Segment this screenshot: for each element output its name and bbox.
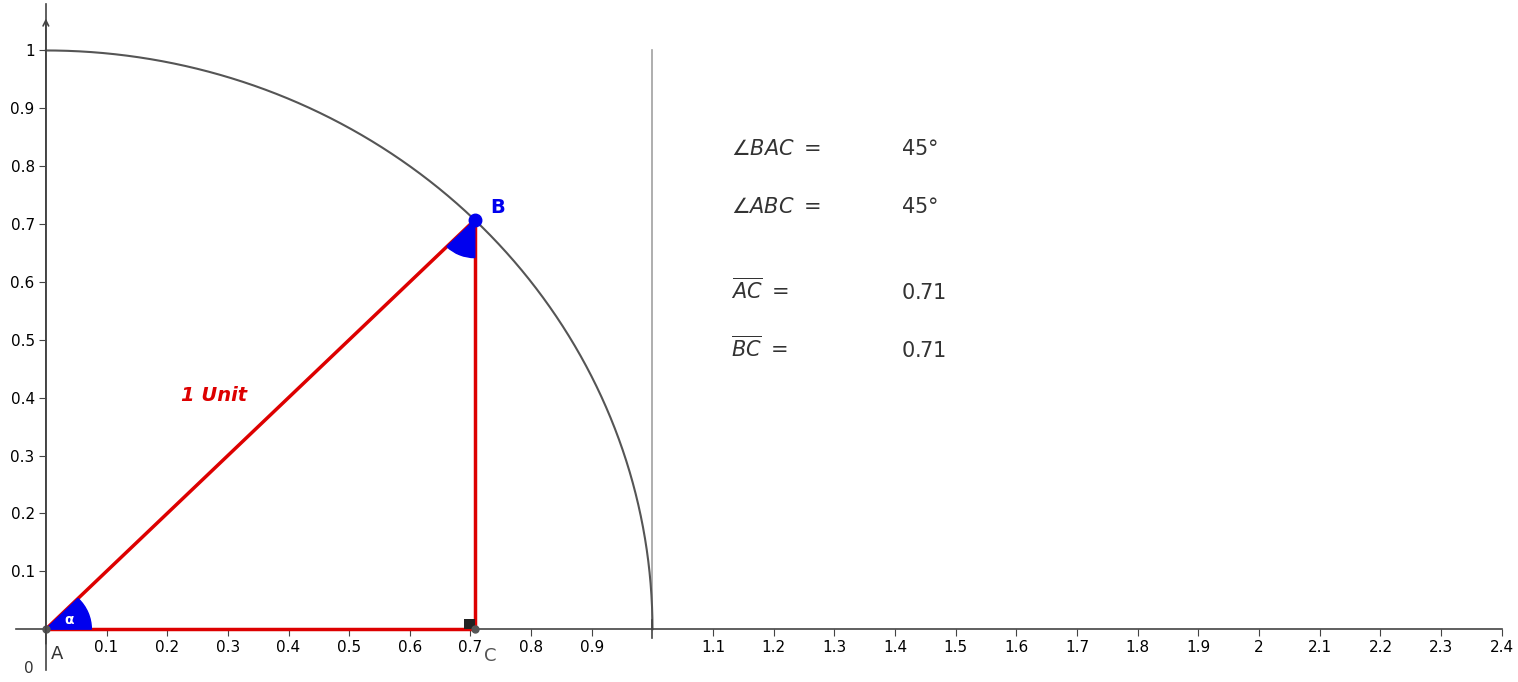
Wedge shape: [446, 220, 475, 258]
Wedge shape: [46, 599, 91, 629]
Text: 1 Unit: 1 Unit: [182, 387, 247, 405]
Text: $\overline{BC}\ =$: $\overline{BC}\ =$: [732, 336, 788, 361]
Text: α: α: [64, 613, 74, 627]
Text: 0: 0: [24, 661, 33, 676]
Text: B: B: [490, 198, 504, 217]
Text: $\angle BAC\ =$: $\angle BAC\ =$: [732, 138, 821, 159]
Text: A: A: [50, 645, 64, 664]
Text: $0.71$: $0.71$: [902, 341, 946, 361]
Text: $45°$: $45°$: [902, 138, 938, 159]
Text: $\overline{AC}\ =$: $\overline{AC}\ =$: [732, 278, 789, 303]
Text: $45°$: $45°$: [902, 196, 938, 216]
Text: $0.71$: $0.71$: [902, 283, 946, 303]
Bar: [465, 619, 475, 629]
Text: C: C: [484, 647, 496, 665]
Text: $\angle ABC\ =$: $\angle ABC\ =$: [732, 196, 821, 216]
